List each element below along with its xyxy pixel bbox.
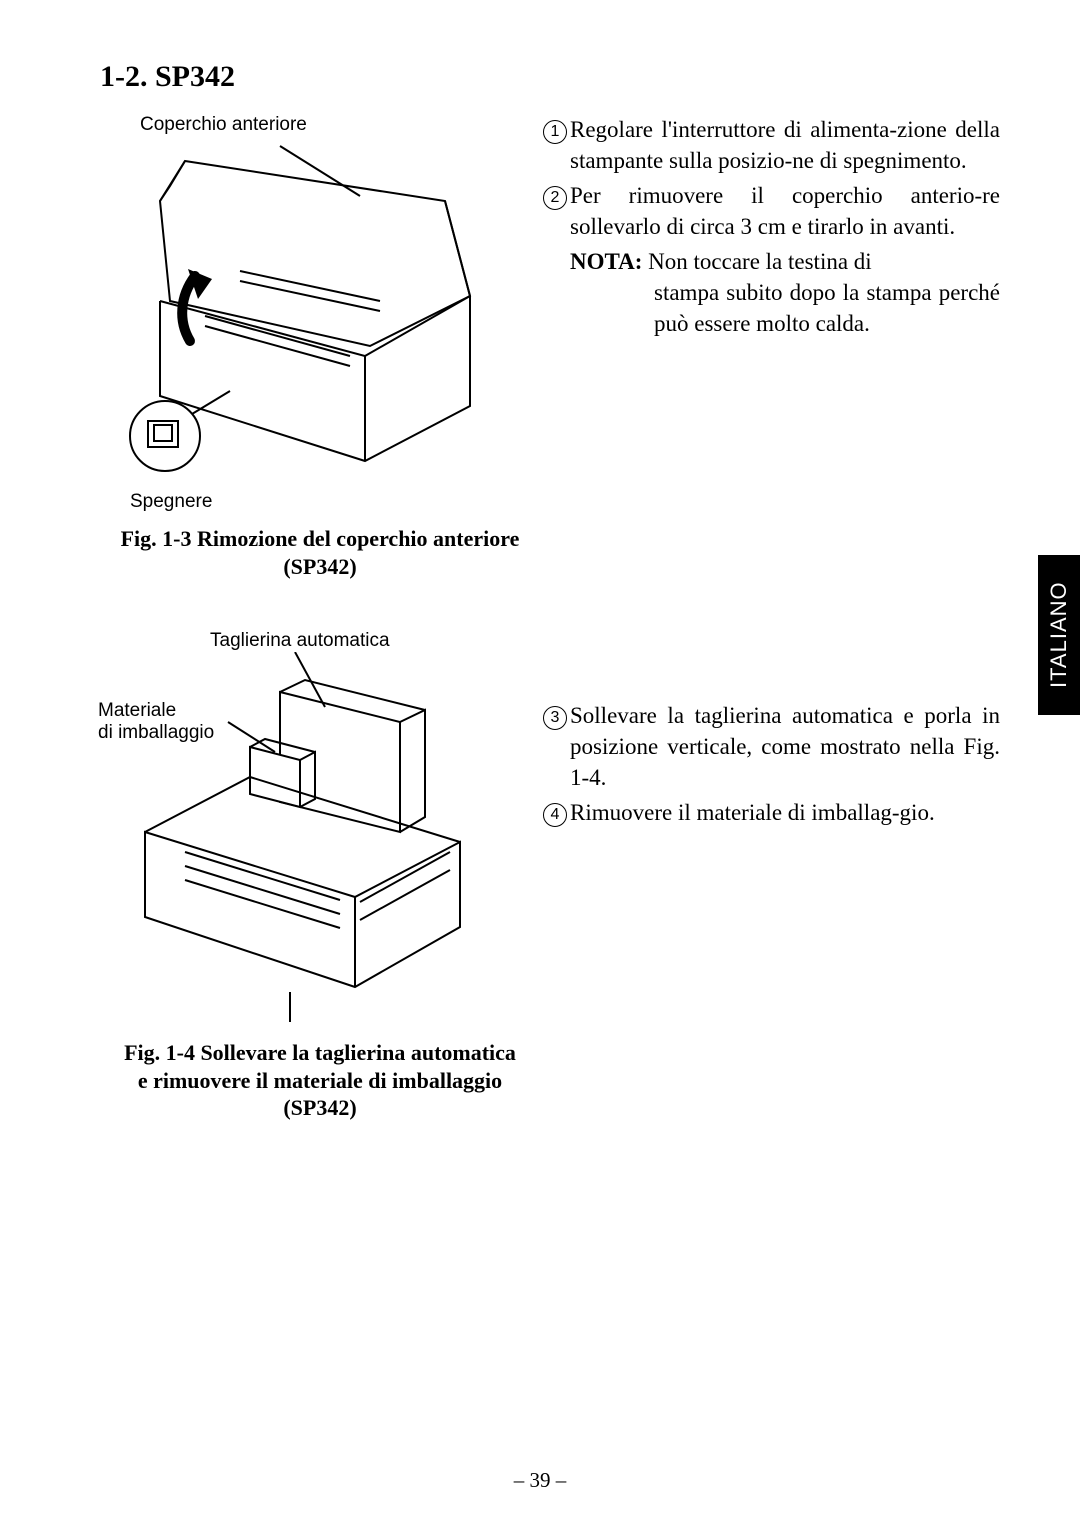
fig1-caption-line1: Fig. 1-3 Rimozione del coperchio anterio… [121, 526, 520, 551]
language-tab: ITALIANO [1038, 555, 1080, 715]
fig2-caption-line3: (SP342) [283, 1095, 356, 1120]
fig2-caption: Fig. 1-4 Sollevare la taglierina automat… [100, 1039, 540, 1122]
nota-block: NOTA: Non toccare la testina di stampa s… [570, 246, 1000, 339]
nota-text-line1: Non toccare la testina di [648, 249, 872, 274]
fig1-row: Coperchio anteriore [100, 114, 1000, 580]
nota-label: NOTA: [570, 249, 642, 274]
fig2-caption-line1: Fig. 1-4 Sollevare la taglierina automat… [124, 1040, 516, 1065]
fig2-column: Taglierina automatica Materiale di imbal… [100, 630, 520, 1122]
step-2-text: Per rimuovere il coperchio anterio-re so… [570, 180, 1000, 242]
fig1-column: Coperchio anteriore [100, 114, 520, 580]
step-1-marker: 1 [540, 114, 570, 176]
fig2-caption-line2: e rimuovere il materiale di imballaggio [138, 1068, 502, 1093]
step-3: 3 Sollevare la taglierina automatica e p… [540, 700, 1000, 793]
section-heading: 1-2. SP342 [100, 60, 1000, 94]
steps2-column: 3 Sollevare la taglierina automatica e p… [520, 630, 1000, 832]
steps1-column: 1 Regolare l'interruttore di alimenta-zi… [520, 114, 1000, 343]
fig2-row: Taglierina automatica Materiale di imbal… [100, 630, 1000, 1122]
step-3-marker: 3 [540, 700, 570, 793]
step-4-text: Rimuovere il materiale di imballag-gio. [570, 797, 1000, 828]
fig1-caption-line2: (SP342) [283, 554, 356, 579]
step-2-marker: 2 [540, 180, 570, 242]
fig2-label-top: Taglierina automatica [210, 630, 520, 652]
step-1: 1 Regolare l'interruttore di alimenta-zi… [540, 114, 1000, 176]
fig1-image [100, 141, 480, 486]
fig1-label-top: Coperchio anteriore [140, 114, 520, 136]
step-1-text: Regolare l'interruttore di alimenta-zion… [570, 114, 1000, 176]
fig2-image [100, 652, 480, 1022]
step-3-text: Sollevare la taglierina automatica e por… [570, 700, 1000, 793]
step-4: 4 Rimuovere il materiale di imballag-gio… [540, 797, 1000, 828]
fig1-caption: Fig. 1-3 Rimozione del coperchio anterio… [100, 525, 540, 580]
nota-text-rest: stampa subito dopo la stampa perché può … [654, 277, 1000, 339]
page-number: – 39 – [0, 1468, 1080, 1493]
fig1-label-bottom: Spegnere [130, 491, 520, 513]
step-2: 2 Per rimuovere il coperchio anterio-re … [540, 180, 1000, 242]
step-4-marker: 4 [540, 797, 570, 828]
